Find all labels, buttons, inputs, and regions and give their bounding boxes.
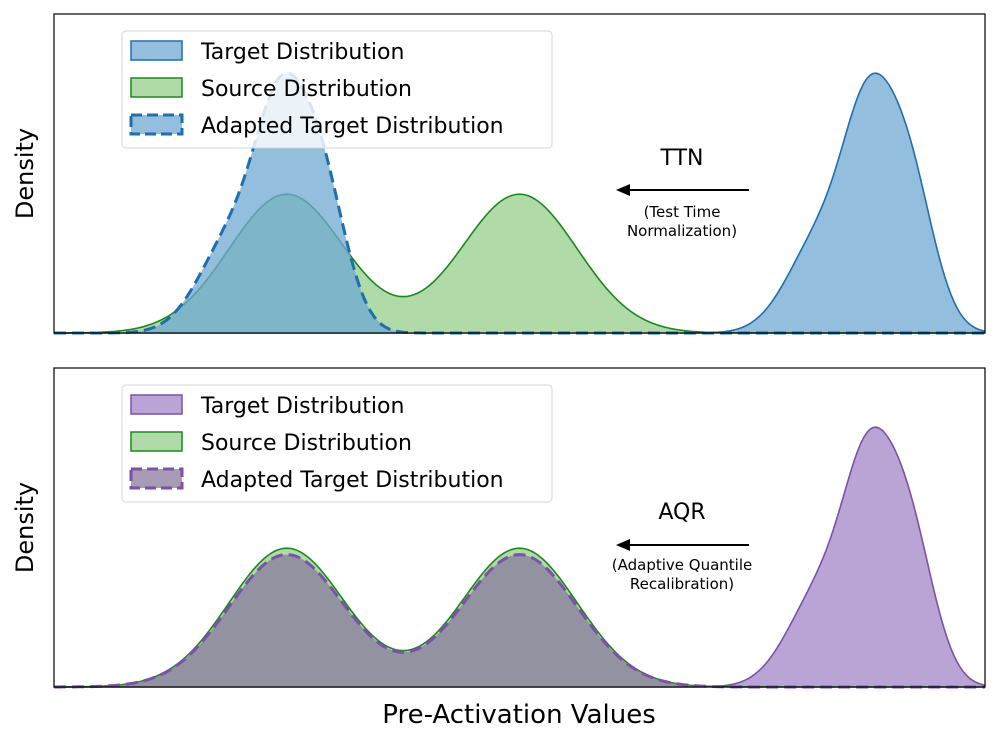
panel-aqr: Density AQR (Adaptive Quantile Recalibra… bbox=[11, 367, 986, 689]
panel-ttn-ylabel: Density bbox=[11, 128, 39, 219]
legend-label-target: Target Distribution bbox=[200, 394, 404, 419]
left-arrow-icon bbox=[616, 539, 630, 551]
ttn-fullname-line1: (Test Time bbox=[644, 203, 721, 221]
legend-swatch-adapted bbox=[129, 467, 184, 490]
ttn-method-label: TTN bbox=[660, 146, 704, 171]
panel-ttn-annotation: TTN (Test Time Normalization) bbox=[616, 146, 749, 240]
legend-label-source: Source Distribution bbox=[201, 77, 412, 102]
aqr-adapted-target-distribution-area bbox=[54, 554, 985, 687]
legend-swatch-source bbox=[130, 431, 183, 452]
legend-label-adapted: Adapted Target Distribution bbox=[201, 114, 504, 139]
legend-label-source: Source Distribution bbox=[201, 431, 412, 456]
panel-aqr-annotation: AQR (Adaptive Quantile Recalibration) bbox=[612, 500, 752, 593]
panel-aqr-frame bbox=[53, 367, 986, 688]
left-arrow-icon bbox=[616, 184, 630, 196]
aqr-method-label: AQR bbox=[658, 500, 705, 525]
panel-ttn: Density TTN (Test Time Normalization) Ta… bbox=[11, 13, 986, 335]
legend-swatch-source bbox=[130, 77, 183, 98]
ttn-target-distribution-area bbox=[54, 73, 985, 334]
panel-ttn-frame bbox=[53, 13, 986, 334]
x-axis-label: Pre-Activation Values bbox=[382, 700, 656, 730]
legend-box bbox=[121, 30, 553, 149]
legend-swatch-target bbox=[130, 40, 183, 61]
legend-swatch-target bbox=[130, 394, 183, 415]
panel-aqr-legend: Target Distribution Source Distribution … bbox=[121, 384, 553, 503]
aqr-fullname-line1: (Adaptive Quantile bbox=[612, 556, 752, 574]
aqr-fullname-line2: Recalibration) bbox=[630, 575, 734, 593]
legend-label-target: Target Distribution bbox=[200, 40, 404, 65]
legend-swatch-adapted bbox=[129, 113, 184, 136]
legend-box bbox=[121, 384, 553, 503]
aqr-target-distribution-area bbox=[54, 427, 985, 687]
panel-ttn-legend: Target Distribution Source Distribution … bbox=[121, 30, 553, 149]
panel-aqr-ylabel: Density bbox=[11, 482, 39, 573]
legend-label-adapted: Adapted Target Distribution bbox=[201, 468, 504, 493]
ttn-fullname-line2: Normalization) bbox=[627, 222, 737, 240]
